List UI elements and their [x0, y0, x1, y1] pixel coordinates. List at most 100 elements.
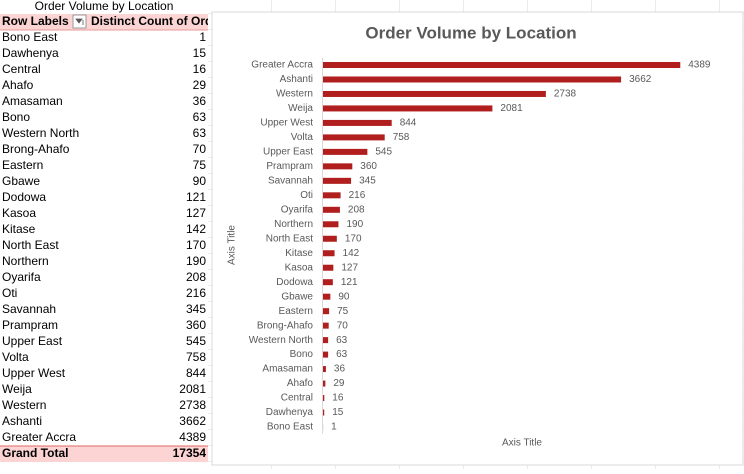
y-tick-label: Bono — [290, 349, 314, 360]
bar — [323, 395, 324, 401]
bar — [323, 294, 330, 300]
row-label: Bono East — [2, 30, 58, 44]
bar — [323, 250, 335, 256]
row-value: 63 — [193, 126, 207, 140]
bar — [323, 352, 328, 358]
row-label: Western — [2, 398, 46, 412]
row-value: 142 — [186, 222, 206, 236]
bar — [323, 279, 333, 285]
row-value: 2081 — [179, 382, 206, 396]
y-tick-label: Volta — [291, 132, 314, 143]
bar — [323, 366, 326, 372]
row-value: 2738 — [179, 398, 206, 412]
data-label: 208 — [348, 204, 365, 215]
y-tick-label: Greater Accra — [251, 60, 313, 71]
data-label: 2738 — [554, 89, 577, 100]
data-label: 16 — [332, 393, 344, 404]
row-value: 70 — [193, 142, 207, 156]
x-axis-title: Axis Title — [502, 438, 542, 449]
bar — [323, 207, 340, 213]
row-label: Oyarifa — [2, 270, 41, 284]
bar — [323, 221, 338, 227]
y-tick-label: Ashanti — [280, 74, 313, 85]
bar — [323, 178, 351, 184]
y-tick-label: North East — [266, 233, 313, 244]
bar — [323, 163, 352, 169]
row-label: Gbawe — [2, 174, 40, 188]
bar — [323, 105, 492, 111]
row-label: Savannah — [2, 302, 56, 316]
y-tick-label: Ahafo — [287, 378, 314, 389]
y-tick-label: Prampram — [266, 161, 313, 172]
data-label: 142 — [343, 248, 360, 259]
y-tick-label: Western — [276, 89, 313, 100]
y-tick-label: Brong-Ahafo — [257, 320, 314, 331]
bar — [323, 323, 329, 329]
header-cell: Distinct Count of Ord — [91, 14, 212, 28]
row-label: Kasoa — [2, 206, 36, 220]
row-value: 190 — [186, 254, 206, 268]
data-label: 15 — [332, 407, 344, 418]
data-label: 1 — [331, 422, 337, 433]
data-label: 170 — [345, 233, 362, 244]
data-label: 63 — [336, 335, 348, 346]
data-label: 216 — [349, 190, 366, 201]
row-value: 36 — [193, 94, 207, 108]
data-label: 360 — [360, 161, 377, 172]
y-tick-label: Central — [281, 393, 313, 404]
bar — [323, 120, 392, 126]
row-label: Oti — [2, 286, 17, 300]
bar — [323, 308, 329, 314]
y-tick-label: Savannah — [268, 175, 313, 186]
y-axis-title: Axis Title — [227, 225, 238, 265]
row-value: 1 — [199, 30, 206, 44]
y-tick-label: Upper West — [260, 118, 313, 129]
row-label: Ashanti — [2, 414, 42, 428]
bar — [323, 337, 328, 343]
bar — [323, 381, 325, 387]
row-label: Upper West — [2, 366, 66, 380]
y-tick-label: Kitase — [285, 248, 313, 259]
row-label: Dawhenya — [2, 46, 59, 60]
row-value: 3662 — [179, 414, 206, 428]
bar — [323, 134, 385, 140]
row-value: 208 — [186, 270, 206, 284]
y-tick-label: Eastern — [279, 306, 313, 317]
y-tick-label: Gbawe — [281, 291, 313, 302]
y-tick-label: Amasaman — [262, 364, 313, 375]
row-value: 844 — [186, 366, 206, 380]
data-label: 3662 — [629, 74, 652, 85]
data-label: 2081 — [500, 103, 523, 114]
y-tick-label: Kasoa — [285, 262, 314, 273]
row-label: Dodowa — [2, 190, 46, 204]
row-value: 127 — [186, 206, 206, 220]
y-tick-label: Upper East — [263, 147, 313, 158]
bar — [323, 91, 546, 97]
total-value: 17354 — [173, 446, 207, 460]
data-label: 758 — [393, 132, 410, 143]
bar — [323, 410, 324, 416]
row-label: Amasaman — [2, 94, 63, 108]
y-tick-label: Weija — [288, 103, 313, 114]
data-label: 75 — [337, 306, 349, 317]
bar — [323, 192, 341, 198]
row-value: 4389 — [179, 430, 206, 444]
data-label: 190 — [346, 219, 363, 230]
row-value: 16 — [193, 62, 207, 76]
row-value: 15 — [193, 46, 207, 60]
row-value: 545 — [186, 334, 206, 348]
data-label: 70 — [337, 320, 349, 331]
row-label: Western North — [2, 126, 79, 140]
row-value: 360 — [186, 318, 206, 332]
chart-title: Order Volume by Location — [365, 23, 576, 42]
row-value: 90 — [193, 174, 207, 188]
data-label: 121 — [341, 277, 358, 288]
y-tick-label: Western North — [249, 335, 313, 346]
row-label: Northern — [2, 254, 49, 268]
total-label: Grand Total — [2, 446, 68, 460]
table-title: Order Volume by Location — [35, 0, 174, 13]
data-label: 36 — [334, 364, 346, 375]
bar — [323, 236, 337, 242]
row-value: 216 — [186, 286, 206, 300]
